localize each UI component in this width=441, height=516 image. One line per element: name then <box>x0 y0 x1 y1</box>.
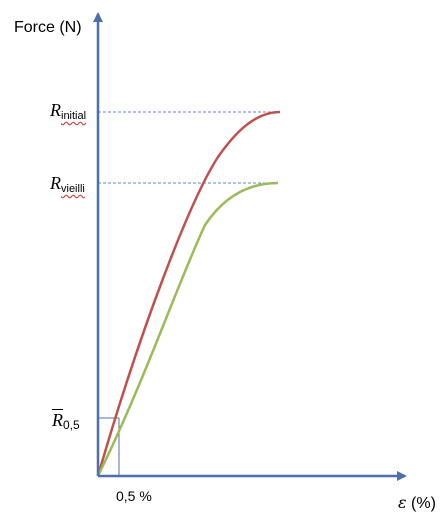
x-axis-label: ε (%) <box>398 493 436 513</box>
level-label-r05: R0,5 <box>52 410 80 432</box>
level-subscript-vieilli: vieilli <box>61 183 85 195</box>
y-axis-label: Force (N) <box>14 19 82 36</box>
level-label-vieilli: Rvieilli <box>50 173 85 195</box>
level-symbol-initial: R <box>50 100 61 120</box>
level-symbol-r05: R <box>52 410 63 430</box>
curve-vieilli <box>96 181 279 477</box>
curve-initial <box>96 110 281 477</box>
x-axis-tick-label: 0,5 % <box>116 488 152 504</box>
x-axis-symbol: ε <box>398 493 407 512</box>
x-axis-unit: (%) <box>411 495 436 512</box>
level-symbol-vieilli: R <box>50 173 61 193</box>
level-subscript-initial: initial <box>61 110 87 122</box>
level-subscript-r05: 0,5 <box>63 418 80 432</box>
level-label-initial: Rinitial <box>50 100 86 122</box>
